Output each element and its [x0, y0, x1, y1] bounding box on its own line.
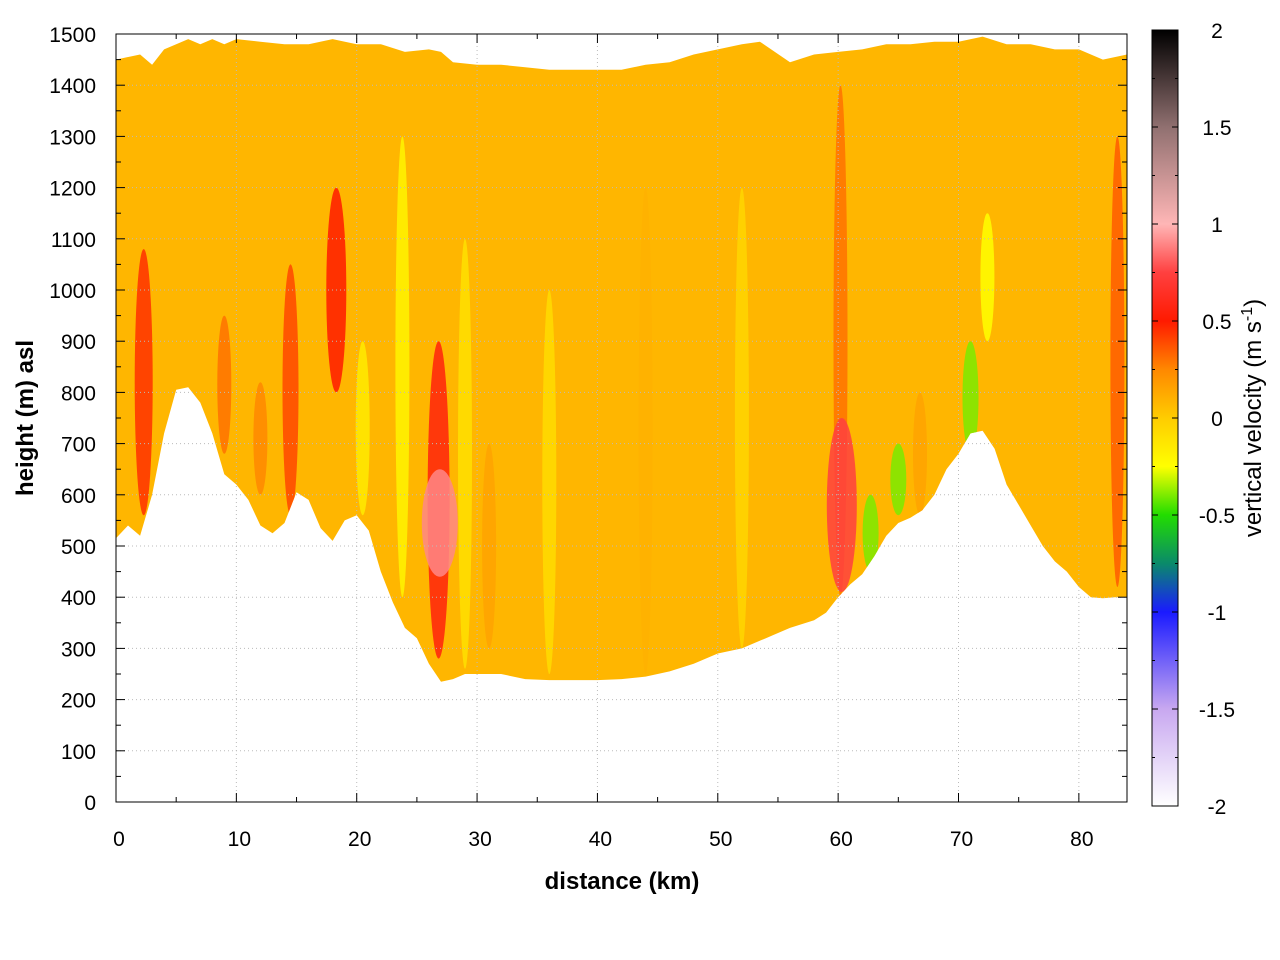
y-tick-label: 1200 [49, 178, 96, 201]
x-tick-label: 30 [468, 828, 491, 851]
y-axis: 0 100 200 300 400 500 600 700 800 900 1000 1100 1200… [49, 24, 1127, 815]
colorbar-tick-label: 1 [1211, 214, 1223, 237]
x-tick-label: 20 [348, 828, 371, 851]
velocity-feature [253, 382, 268, 495]
velocity-feature [395, 136, 410, 598]
x-tick-label: 50 [709, 828, 732, 851]
velocity-feature [826, 418, 857, 592]
y-tick-label: 200 [61, 690, 96, 713]
x-tick-label: 40 [589, 828, 612, 851]
y-tick-label: 400 [61, 587, 96, 610]
y-tick-label: 1400 [49, 75, 96, 98]
y-tick-label: 100 [61, 741, 96, 764]
x-tick-label: 10 [228, 828, 251, 851]
colorbar-tick-label: 1.5 [1202, 117, 1231, 140]
colorbar-title-end: ) [1240, 299, 1267, 307]
y-tick-label: 500 [61, 536, 96, 559]
y-tick-label: 1300 [49, 126, 96, 149]
velocity-feature [913, 392, 927, 516]
grid [116, 34, 1127, 802]
velocity-feature [217, 315, 232, 454]
velocity-feature [421, 469, 458, 577]
y-axis-title: height (m) asl [12, 340, 39, 496]
colorbar-tick-label: -0.5 [1199, 505, 1235, 528]
velocity-feature [734, 187, 749, 649]
velocity-feature [355, 341, 370, 516]
y-tick-label: 1100 [51, 229, 96, 252]
velocity-feature [890, 443, 907, 516]
y-tick-label: 1500 [49, 24, 96, 47]
colorbar-tick-label: -1 [1208, 602, 1227, 625]
x-tick-label: 70 [950, 828, 973, 851]
velocity-feature [962, 341, 979, 454]
y-tick-label: 700 [61, 434, 96, 457]
velocity-feature [1110, 136, 1125, 587]
colorbar-tick-label: 0.5 [1202, 311, 1231, 334]
x-axis-title: distance (km) [545, 868, 700, 895]
velocity-feature [862, 494, 879, 572]
velocity-feature [542, 290, 557, 674]
velocity-feature [980, 213, 995, 342]
y-tick-label: 800 [61, 382, 96, 405]
colorbar-title: vertical velocity (m s-1) [1239, 299, 1267, 537]
colorbar-tick-label: -2 [1208, 796, 1227, 819]
x-tick-label: 80 [1070, 828, 1093, 851]
colorbar-tick-label: 2 [1211, 20, 1223, 43]
y-tick-label: 1000 [49, 280, 96, 303]
x-tick-label: 60 [829, 828, 852, 851]
y-tick-label: 300 [61, 638, 96, 661]
velocity-feature [458, 238, 472, 669]
colorbar-title-sup: -1 [1239, 307, 1256, 321]
y-tick-label: 600 [61, 485, 96, 508]
colorbar-tick-label: 0 [1211, 408, 1223, 431]
velocity-feature [282, 264, 299, 516]
colorbar-tick-label: -1.5 [1199, 699, 1235, 722]
colorbar-title-main: vertical velocity (m s [1240, 321, 1267, 537]
velocity-feature [638, 187, 653, 675]
y-tick-label: 900 [61, 331, 96, 354]
x-tick-label: 0 [113, 828, 125, 851]
velocity-field [116, 36, 1127, 682]
velocity-feature [134, 249, 153, 516]
x-axis: 0 10 20 30 40 50 60 70 80 [113, 34, 1094, 851]
velocity-feature [159, 433, 176, 516]
colorbar: 2 1.5 1 0.5 0 -0.5 -1 -1.5 -2 vertical velocity … [1151, 20, 1267, 819]
y-tick-label: 0 [84, 792, 96, 815]
